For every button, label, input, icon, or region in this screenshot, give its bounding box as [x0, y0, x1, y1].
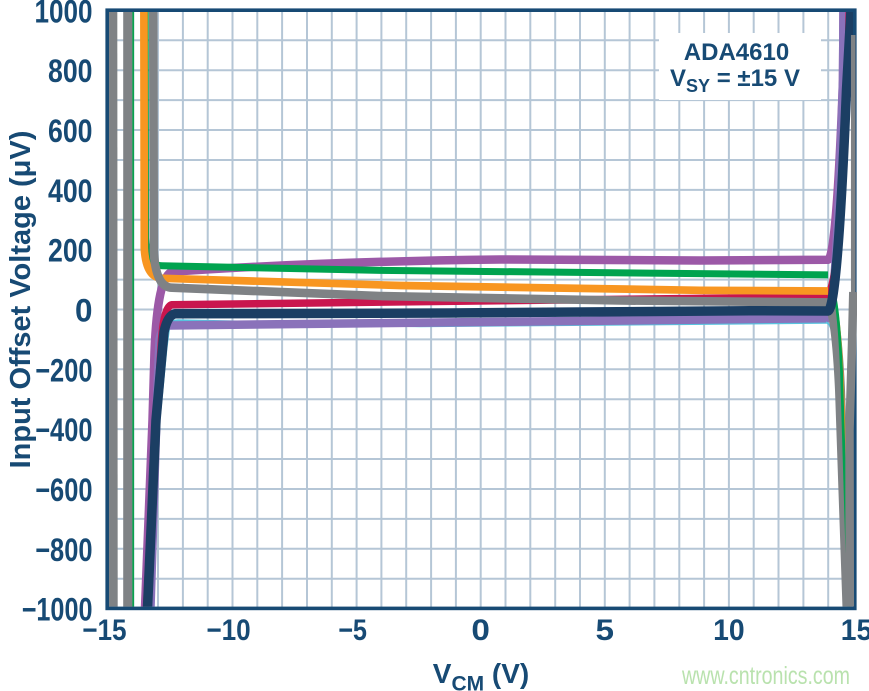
svg-text:ADA4610: ADA4610	[684, 39, 789, 66]
svg-text:0: 0	[471, 614, 490, 647]
svg-text:www.cntronics.com: www.cntronics.com	[681, 662, 850, 690]
svg-text:1000: 1000	[35, 0, 93, 29]
svg-text:VCM (V): VCM (V)	[433, 658, 529, 691]
svg-text:−200: −200	[35, 352, 92, 388]
svg-text:−800: −800	[35, 532, 92, 568]
svg-text:15: 15	[841, 614, 869, 647]
svg-text:−15: −15	[82, 614, 126, 647]
svg-text:−10: −10	[206, 614, 250, 647]
svg-text:−600: −600	[35, 472, 92, 508]
svg-text:10: 10	[713, 614, 745, 647]
svg-text:Input Offset Voltage (μV): Input Offset Voltage (μV)	[5, 131, 37, 469]
svg-text:400: 400	[48, 173, 93, 209]
svg-text:200: 200	[48, 233, 93, 269]
svg-text:800: 800	[48, 53, 93, 89]
svg-text:−400: −400	[35, 412, 92, 448]
svg-text:−5: −5	[338, 614, 367, 647]
svg-text:600: 600	[48, 113, 93, 149]
svg-text:−1000: −1000	[22, 592, 93, 628]
svg-text:0: 0	[75, 293, 93, 329]
svg-text:5: 5	[596, 614, 615, 647]
